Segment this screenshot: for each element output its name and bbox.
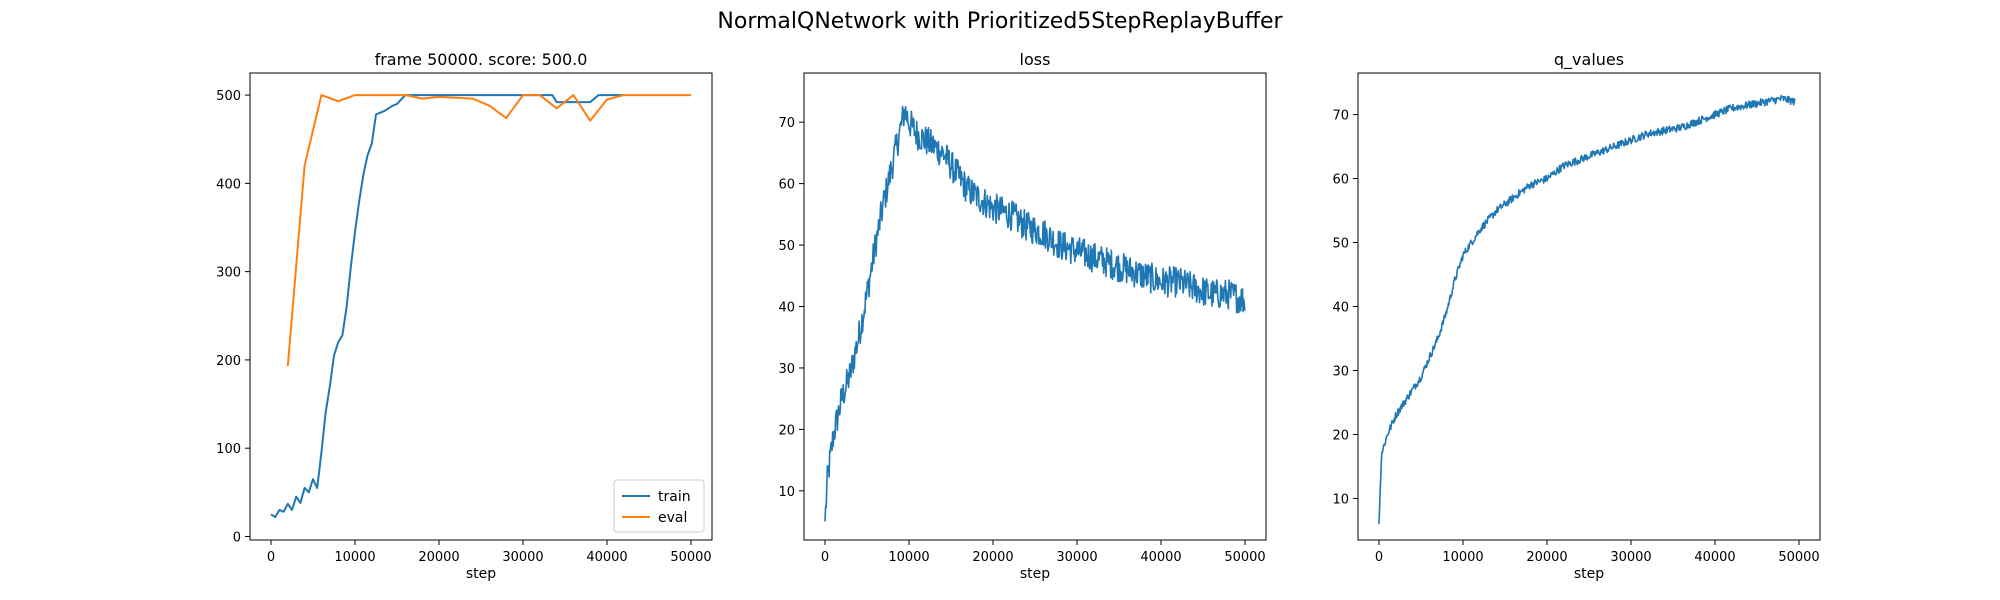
score-xtick-label: 30000 (502, 550, 543, 565)
figure-suptitle: NormalQNetwork with Prioritized5StepRepl… (717, 9, 1283, 34)
score-ytick-label: 100 (216, 442, 241, 457)
score-chart-title: frame 50000. score: 500.0 (375, 50, 588, 69)
score-xtick-label: 20000 (418, 550, 459, 565)
loss-ytick-label: 10 (778, 485, 795, 500)
qvalues-xtick-label: 20000 (1526, 550, 1567, 565)
score-ytick-label: 500 (216, 89, 241, 104)
loss-xtick-label: 50000 (1224, 550, 1265, 565)
loss-xtick-label: 40000 (1140, 550, 1181, 565)
loss-chart-xlabel: step (1020, 566, 1050, 582)
qvalues-xtick-label: 0 (1375, 550, 1383, 565)
loss-chart-title: loss (1020, 50, 1051, 69)
qvalues-chart-panel: q_values step 0 10000 20000 30000 40000 50000… (1332, 50, 1821, 582)
qvalues-ytick-label: 60 (1332, 173, 1349, 188)
qvalues-xtick-label: 10000 (1442, 550, 1483, 565)
legend-train-label: train (658, 489, 691, 505)
qvalues-ytick-label: 70 (1332, 109, 1349, 124)
qvalues-ytick-label: 50 (1332, 237, 1349, 252)
score-chart-legend: train eval (613, 479, 705, 533)
loss-xtick-label: 30000 (1056, 550, 1097, 565)
qvalues-ytick-label: 40 (1332, 301, 1349, 316)
loss-xtick-label: 20000 (972, 550, 1013, 565)
score-xtick-label: 40000 (586, 550, 627, 565)
score-chart-panel: frame 50000. score: 500.0 step 0 10000 200… (216, 50, 713, 582)
loss-series-loss-line (824, 105, 1246, 522)
loss-ytick-label: 70 (778, 116, 795, 131)
score-ytick-label: 200 (216, 354, 241, 369)
score-xtick-label: 0 (267, 550, 275, 565)
score-series-eval-line (286, 94, 691, 367)
score-ytick-label: 300 (216, 266, 241, 281)
loss-chart-panel: loss step 0 10000 20000 30000 40000 50000 10 20… (778, 50, 1267, 582)
loss-ytick-label: 40 (778, 301, 795, 316)
qvalues-ytick-label: 20 (1332, 428, 1349, 443)
qvalues-series-qvalues-line (1378, 94, 1796, 525)
qvalues-axes-frame (1357, 72, 1821, 541)
score-xtick-label: 50000 (670, 550, 711, 565)
score-xtick-label: 10000 (334, 550, 375, 565)
qvalues-ytick-label: 10 (1332, 492, 1349, 507)
loss-ytick-label: 30 (778, 362, 795, 377)
score-series-train-line (270, 94, 624, 519)
legend-eval-label: eval (658, 510, 687, 526)
score-ytick-label: 400 (216, 177, 241, 192)
qvalues-xtick-label: 30000 (1610, 550, 1651, 565)
qvalues-xtick-label: 40000 (1694, 550, 1735, 565)
loss-xtick-label: 10000 (888, 550, 929, 565)
loss-ytick-label: 20 (778, 423, 795, 438)
qvalues-xtick-label: 50000 (1778, 550, 1819, 565)
loss-xtick-label: 0 (821, 550, 829, 565)
score-chart-xlabel: step (466, 566, 496, 582)
loss-ytick-label: 60 (778, 178, 795, 193)
qvalues-chart-title: q_values (1554, 50, 1624, 70)
qvalues-chart-xlabel: step (1574, 566, 1604, 582)
loss-axes-frame (803, 72, 1267, 541)
score-ytick-label: 0 (233, 530, 241, 545)
loss-ytick-label: 50 (778, 239, 795, 254)
qvalues-ytick-label: 30 (1332, 364, 1349, 379)
score-axes-frame (249, 72, 713, 541)
legend-frame (613, 479, 705, 533)
